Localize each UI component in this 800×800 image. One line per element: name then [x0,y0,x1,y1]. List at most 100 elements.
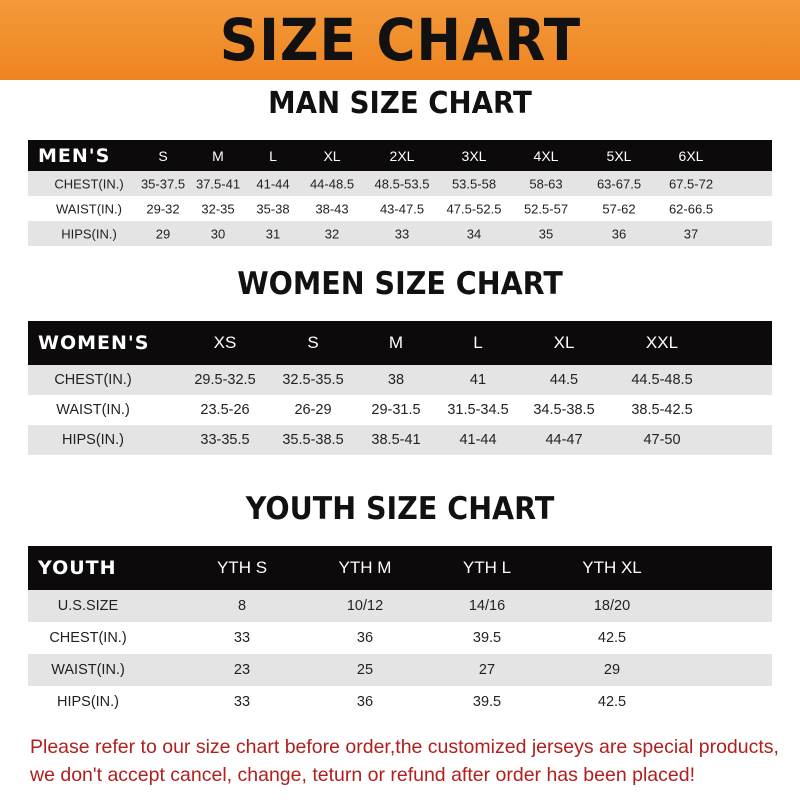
table-row: HIPS(IN.) 33 36 39.5 42.5 [28,686,772,718]
table-cell: 47-50 [643,432,681,448]
order-notice-line-1: Please refer to our size chart before or… [30,736,779,758]
size-header-3xl: 3XL [461,147,487,164]
table-cell: 44-48.5 [309,176,355,191]
table-cell: 32.5-35.5 [282,372,344,388]
table-cell: 41-44 [459,432,497,448]
size-header-xl: XL [323,147,341,164]
row-label: U.S.SIZE [57,598,119,614]
table-cell: 30 [210,226,226,241]
table-cell: 33-35.5 [200,432,250,448]
youth-chart-title: YOUTH SIZE CHART [245,491,555,527]
table-cell: 57-62 [602,201,636,216]
size-header-s: S [158,147,168,164]
size-header-xs: XS [213,333,237,352]
table-cell: 14/16 [468,598,506,614]
row-label: CHEST(IN.) [54,372,132,388]
row-label: CHEST(IN.) [54,176,124,191]
men-chart-title: MAN SIZE CHART [268,86,532,121]
table-cell: 32-35 [201,201,235,216]
table-cell: 35-37.5 [140,176,186,191]
table-cell: 43-47.5 [379,201,425,216]
table-cell: 36 [356,694,374,710]
size-chart-banner: SIZE CHART [0,0,800,80]
table-cell: 8 [237,598,247,614]
table-row: HIPS(IN.) 29 30 31 32 33 34 35 36 37 [28,221,772,246]
table-row: WAIST(IN.) 23 25 27 29 [28,654,772,686]
row-label: HIPS(IN.) [61,226,117,241]
table-cell: 34 [466,226,482,241]
table-cell: 42.5 [597,694,627,710]
size-header-yth-l: YTH L [462,558,512,577]
row-label: WAIST(IN.) [56,201,122,216]
table-cell: 38.5-42.5 [631,402,693,418]
women-chart-title: WOMEN SIZE CHART [237,266,563,302]
size-header-l: L [269,147,277,164]
table-cell: 18/20 [593,598,631,614]
table-row: WAIST(IN.) 29-32 32-35 35-38 38-43 43-47.5 47.… [28,196,772,221]
men-size-table: MEN'S S M L XL 2XL 3XL 4XL 5XL 6XL CHEST(IN.) 35-37… [28,140,772,246]
table-cell: 48.5-53.5 [374,176,430,191]
header-label: MEN'S [38,144,111,167]
table-cell: 37 [683,226,699,241]
size-header-xxl: XXL [645,333,679,352]
table-cell: 62-66.5 [668,201,714,216]
table-cell: 26-29 [294,402,332,418]
women-size-table: WOMEN'S XS S M L XL XXL CHEST(IN.) 29.5-32.5 32.5… [28,321,772,455]
table-cell: 36 [611,226,627,241]
table-cell: 29-32 [146,201,180,216]
table-cell: 35.5-38.5 [282,432,344,448]
table-header-row: YOUTH YTH S YTH M YTH L YTH XL [28,546,772,590]
size-header-m: M [212,147,224,164]
header-label: WOMEN'S [38,332,150,354]
table-cell: 36 [356,630,374,646]
table-row: HIPS(IN.) 33-35.5 35.5-38.5 38.5-41 41-44 44-… [28,425,772,455]
table-row: WAIST(IN.) 23.5-26 26-29 29-31.5 31.5-34.5 34… [28,395,772,425]
table-cell: 39.5 [472,630,502,646]
table-cell: 38.5-41 [371,432,421,448]
table-cell: 29 [155,226,171,241]
banner-title: SIZE CHART [219,6,581,74]
size-header-yth-s: YTH S [216,558,268,577]
table-cell: 27 [478,662,496,678]
size-header-4xl: 4XL [533,147,559,164]
table-row: CHEST(IN.) 29.5-32.5 32.5-35.5 38 41 44.5 44.5… [28,365,772,395]
size-header-s: S [307,333,319,352]
youth-size-table: YOUTH YTH S YTH M YTH L YTH XL U.S.SIZE 8 10/12… [28,546,772,718]
table-cell: 25 [356,662,374,678]
size-header-6xl: 6XL [678,147,704,164]
table-cell: 29.5-32.5 [194,372,256,388]
table-cell: 41-44 [256,176,290,191]
row-label: WAIST(IN.) [56,402,130,418]
table-cell: 38 [387,372,405,388]
table-cell: 34.5-38.5 [533,402,595,418]
table-header-row: MEN'S S M L XL 2XL 3XL 4XL 5XL 6XL [28,140,772,171]
size-header-l: L [473,333,483,352]
size-header-m: M [388,333,404,352]
header-label: YOUTH [38,557,117,579]
table-cell: 33 [233,630,251,646]
table-cell: 33 [233,694,251,710]
table-cell: 44.5 [549,372,579,388]
row-label: WAIST(IN.) [51,662,125,678]
row-label: HIPS(IN.) [56,694,120,710]
table-cell: 23.5-26 [200,402,250,418]
table-cell: 39.5 [472,694,502,710]
table-cell: 38-43 [315,201,349,216]
table-cell: 33 [394,226,410,241]
table-cell: 32 [324,226,340,241]
size-header-2xl: 2XL [389,147,415,164]
table-cell: 44-47 [545,432,583,448]
table-cell: 31.5-34.5 [447,402,509,418]
table-cell: 29-31.5 [371,402,421,418]
table-cell: 35-38 [256,201,290,216]
table-cell: 44.5-48.5 [631,372,693,388]
table-cell: 47.5-52.5 [446,201,502,216]
size-header-yth-m: YTH M [338,558,392,577]
table-cell: 58-63 [529,176,563,191]
row-label: HIPS(IN.) [61,432,125,448]
size-header-5xl: 5XL [606,147,632,164]
table-header-row: WOMEN'S XS S M L XL XXL [28,321,772,365]
table-cell: 52.5-57 [523,201,569,216]
row-label: CHEST(IN.) [49,630,127,646]
table-row: U.S.SIZE 8 10/12 14/16 18/20 [28,590,772,622]
